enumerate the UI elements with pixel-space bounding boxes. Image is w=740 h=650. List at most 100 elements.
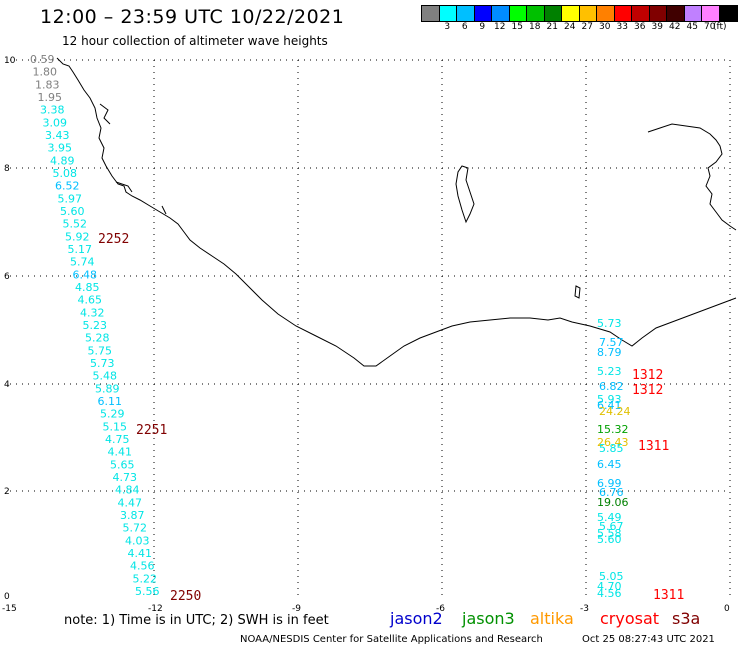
legend-label: 36 — [634, 22, 646, 32]
pass-time-label: 2252 — [98, 232, 129, 247]
wave-height-value: 5.52 — [63, 218, 88, 231]
wave-height-value: 5.73 — [597, 317, 622, 330]
legend-label: 18 — [529, 22, 541, 32]
legend-swatch — [439, 6, 457, 21]
wave-height-value: 5.85 — [599, 442, 624, 455]
wave-height-value: 4.70 — [597, 580, 622, 593]
wave-height-value: 5.67 — [599, 520, 624, 533]
legend-label: 9 — [479, 22, 486, 32]
wave-height-value: 4.75 — [105, 433, 130, 446]
x-tick-label: -15 — [2, 604, 17, 614]
wave-height-value: 1.83 — [35, 78, 60, 91]
wave-height-value: 4.41 — [128, 547, 153, 560]
pass-time-label: 1311 — [638, 439, 669, 454]
legend-swatch — [684, 6, 702, 21]
x-tick-label: -9 — [292, 604, 301, 614]
pass-time-label: 1312 — [632, 368, 663, 383]
wave-height-value: 5.23 — [83, 319, 108, 332]
legend-swatch — [474, 6, 492, 21]
wave-height-value: 5.75 — [88, 344, 113, 357]
wave-height-value: 4.56 — [597, 587, 622, 600]
wave-height-value: 5.56 — [135, 585, 160, 598]
legend-label: 39 — [651, 22, 663, 32]
pass-time-label: 1311 — [653, 588, 684, 603]
legend-swatch — [492, 6, 510, 21]
legend-label: 21 — [546, 22, 558, 32]
wave-height-value: 4.03 — [125, 534, 150, 547]
wave-height-value: 4.84 — [115, 484, 140, 497]
map-subtitle: 12 hour collection of altimeter wave hei… — [62, 34, 328, 48]
wave-height-value: 19.06 — [597, 496, 629, 509]
island-north — [455, 165, 475, 224]
legend-label: 33 — [616, 22, 628, 32]
wave-height-value: 0.59 — [30, 53, 55, 66]
y-tick-label: 10 — [4, 56, 16, 66]
y-tick-label: 0 — [4, 592, 10, 602]
legend-swatch — [544, 6, 562, 21]
wave-height-value: 26.43 — [597, 436, 629, 449]
legend-label: 15 — [511, 22, 523, 32]
y-tick-label: 2 — [4, 487, 10, 497]
wave-height-value: 5.22 — [133, 572, 158, 585]
legend-unit: (ft) — [713, 22, 727, 32]
coastline-main — [56, 57, 737, 367]
legend-swatch — [509, 6, 527, 21]
legend-swatch — [422, 6, 440, 21]
wave-height-value: 4.73 — [113, 471, 138, 484]
credit-line: NOAA/NESDIS Center for Satellite Applica… — [240, 634, 543, 645]
legend-label: 27 — [581, 22, 593, 32]
wave-height-value: 6.82 — [599, 380, 624, 393]
satellite-legend-cryosat: cryosat — [600, 609, 660, 628]
color-legend-labels: 3 6 9 12 15 18 21 24 27 30 33 36 39 42 45 70 — [421, 22, 719, 32]
wave-height-value: 6.11 — [98, 395, 123, 408]
wave-height-value: 5.28 — [85, 332, 110, 345]
wave-height-value: 3.43 — [45, 129, 70, 142]
satellite-legend-jason2: jason2 — [390, 609, 443, 628]
y-tick-label: 6 — [4, 272, 10, 282]
wave-height-value: 5.60 — [597, 533, 622, 546]
wave-height-value: 15.32 — [597, 423, 629, 436]
wave-height-value: 5.93 — [597, 393, 622, 406]
generated-timestamp: Oct 25 08:27:43 UTC 2021 — [582, 634, 715, 645]
wave-height-value: 4.85 — [75, 281, 100, 294]
wave-height-value: 5.65 — [110, 458, 135, 471]
legend-swatch — [527, 6, 545, 21]
x-tick-label: -6 — [436, 604, 445, 614]
legend-swatch — [579, 6, 597, 21]
wave-height-value: 3.38 — [40, 104, 65, 117]
wave-height-value: 5.97 — [58, 192, 83, 205]
legend-label: 6 — [461, 22, 468, 32]
island-small — [574, 285, 581, 299]
wave-height-value: 5.15 — [103, 420, 128, 433]
color-legend-bar — [421, 5, 738, 22]
wave-height-value: 1.80 — [33, 66, 58, 79]
wave-height-value: 5.49 — [597, 511, 622, 524]
wave-height-value: 1.95 — [38, 91, 63, 104]
y-tick-label: 4 — [4, 380, 10, 390]
legend-label: 30 — [599, 22, 611, 32]
coastline — [56, 57, 737, 367]
x-tick-label: 0 — [724, 604, 730, 614]
wave-height-value: 6.52 — [55, 180, 80, 193]
map-grid — [10, 59, 731, 598]
wave-height-value: 5.58 — [597, 527, 622, 540]
wave-height-value: 4.47 — [118, 496, 143, 509]
wave-height-value: 4.56 — [130, 560, 155, 573]
wave-height-value: 24.24 — [599, 405, 631, 418]
wave-height-value: 5.48 — [93, 370, 118, 383]
wave-height-value: 4.32 — [80, 306, 105, 319]
wave-height-value: 5.23 — [597, 365, 622, 378]
wave-height-value: 6.48 — [73, 268, 98, 281]
legend-swatch — [597, 6, 615, 21]
legend-swatch — [614, 6, 632, 21]
legend-swatch — [649, 6, 667, 21]
wave-height-value: 7.57 — [599, 336, 624, 349]
pass-time-label: 2251 — [136, 423, 167, 438]
wave-height-value: 5.72 — [123, 522, 148, 535]
legend-label: 42 — [669, 22, 681, 32]
wave-height-value: 3.95 — [48, 142, 73, 155]
satellite-legend-s3a: s3a — [672, 609, 701, 628]
wave-height-value: 4.89 — [50, 154, 75, 167]
legend-label: 3 — [444, 22, 451, 32]
